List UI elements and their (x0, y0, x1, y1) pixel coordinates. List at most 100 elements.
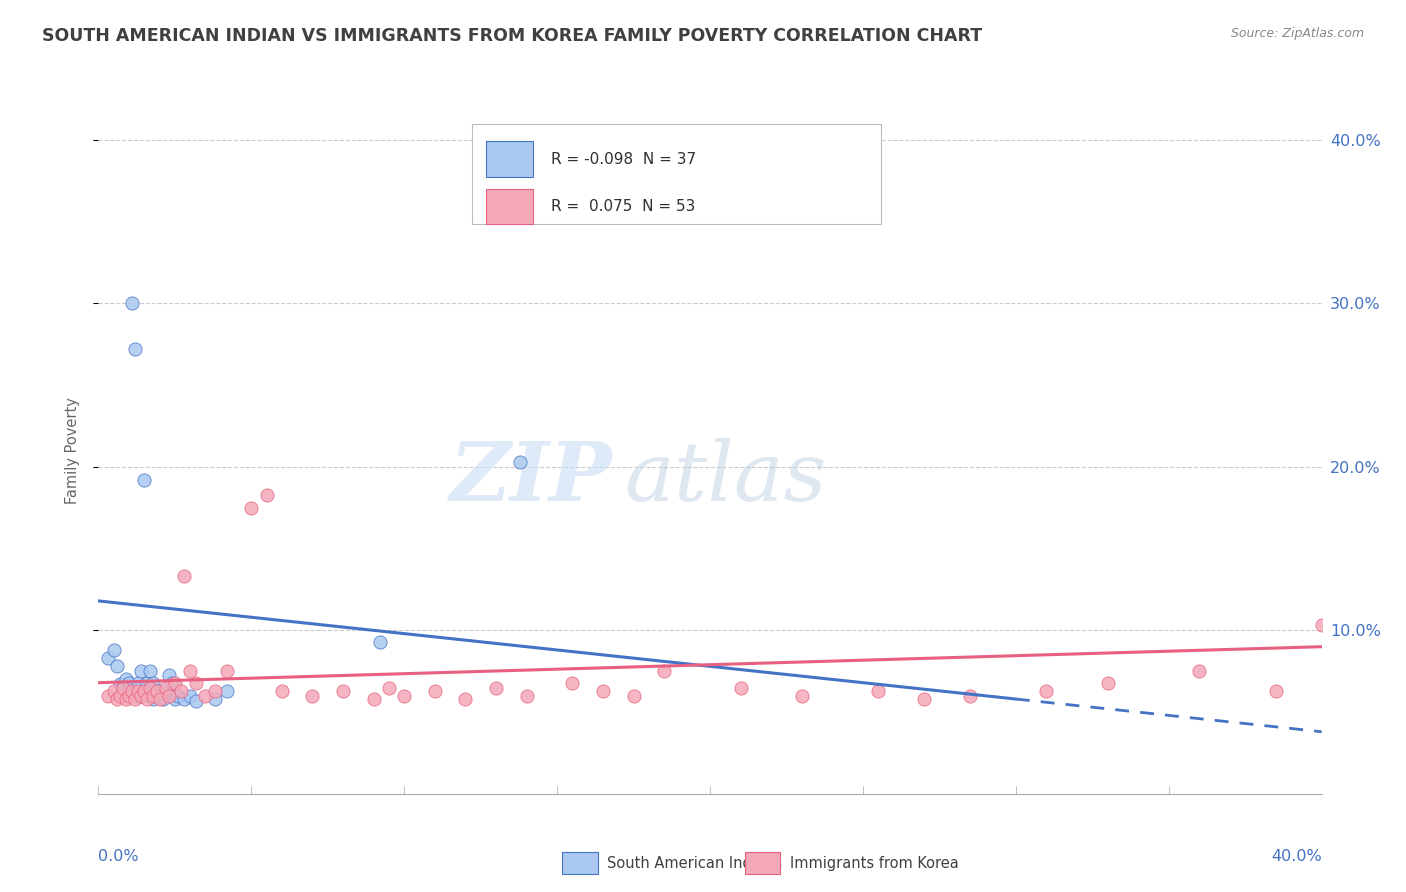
Point (186, 694, 208, 708)
Point (111, 681, 134, 695)
Point (204, 683, 226, 698)
Point (256, 487, 278, 501)
Point (118, 675, 141, 690)
Point (97, 689, 120, 703)
Point (368, 635, 391, 649)
Point (270, 683, 292, 698)
Text: ZIP: ZIP (450, 438, 612, 518)
Point (108, 677, 131, 691)
Point (134, 683, 156, 698)
Point (115, 673, 138, 687)
FancyBboxPatch shape (471, 124, 882, 224)
Point (145, 683, 167, 698)
Point (485, 681, 508, 695)
Point (121, 683, 143, 698)
Point (509, 455, 531, 469)
Point (1264, 683, 1286, 698)
Text: 0.0%: 0.0% (98, 849, 139, 863)
Point (157, 689, 180, 703)
Point (105, 692, 128, 706)
Point (912, 692, 935, 706)
Point (959, 689, 981, 703)
Bar (486, 189, 533, 225)
Point (97, 651, 120, 665)
Point (163, 675, 186, 690)
Point (392, 689, 416, 703)
Point (108, 689, 131, 703)
Point (118, 689, 141, 703)
Point (363, 692, 385, 706)
Bar (486, 142, 533, 178)
Point (136, 692, 159, 706)
Point (111, 681, 134, 695)
Point (142, 692, 165, 706)
Point (139, 681, 162, 695)
Point (127, 689, 149, 703)
Point (149, 689, 172, 703)
Text: 40.0%: 40.0% (1271, 849, 1322, 863)
Point (129, 689, 152, 703)
Point (454, 692, 477, 706)
Point (155, 683, 177, 698)
Point (173, 569, 195, 583)
Point (215, 683, 238, 698)
Point (139, 664, 162, 678)
Point (105, 659, 128, 673)
Point (623, 689, 645, 703)
Text: SOUTH AMERICAN INDIAN VS IMMIGRANTS FROM KOREA FAMILY POVERTY CORRELATION CHART: SOUTH AMERICAN INDIAN VS IMMIGRANTS FROM… (42, 27, 983, 45)
Point (103, 643, 125, 657)
Text: atlas: atlas (624, 438, 827, 518)
Point (145, 683, 167, 698)
Point (1035, 683, 1057, 698)
Point (186, 675, 208, 690)
Point (179, 689, 201, 703)
Point (423, 683, 446, 698)
Point (157, 667, 180, 681)
Point (163, 692, 186, 706)
Point (194, 689, 217, 703)
Point (134, 473, 156, 487)
Point (152, 692, 174, 706)
Point (160, 675, 183, 690)
Point (155, 681, 177, 695)
Point (118, 683, 141, 698)
Point (124, 683, 146, 698)
Point (134, 683, 156, 698)
Point (121, 296, 143, 310)
Point (378, 681, 401, 695)
Point (179, 664, 201, 678)
Point (561, 675, 583, 690)
Point (1188, 664, 1211, 678)
Point (215, 664, 238, 678)
Point (142, 675, 165, 690)
Point (149, 692, 172, 706)
Point (139, 683, 162, 698)
Point (1310, 618, 1333, 632)
Point (790, 689, 813, 703)
Point (173, 692, 195, 706)
Point (167, 689, 190, 703)
Point (170, 683, 193, 698)
Text: R =  0.075  N = 53: R = 0.075 N = 53 (551, 199, 696, 214)
Point (1097, 675, 1119, 690)
Text: Source: ZipAtlas.com: Source: ZipAtlas.com (1230, 27, 1364, 40)
Point (129, 664, 152, 678)
Point (332, 683, 354, 698)
Y-axis label: Family Poverty: Family Poverty (65, 397, 80, 504)
Point (115, 692, 138, 706)
Text: R = -0.098  N = 37: R = -0.098 N = 37 (551, 152, 696, 167)
Point (127, 675, 149, 690)
Point (516, 689, 538, 703)
Point (136, 675, 159, 690)
Point (124, 692, 146, 706)
Point (652, 664, 675, 678)
Point (129, 689, 152, 703)
Point (127, 683, 149, 698)
Point (204, 692, 226, 706)
Point (142, 689, 165, 703)
Point (124, 342, 146, 356)
Point (301, 689, 323, 703)
Text: South American Indians: South American Indians (607, 856, 782, 871)
Point (730, 681, 752, 695)
Point (592, 683, 614, 698)
